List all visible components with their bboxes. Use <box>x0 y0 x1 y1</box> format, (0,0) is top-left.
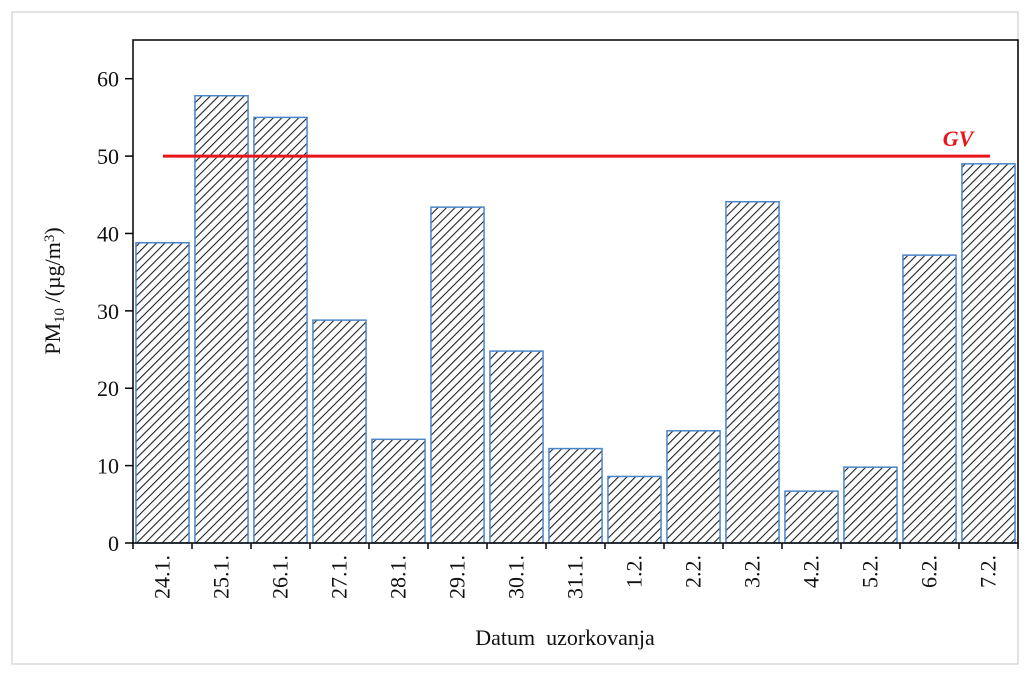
x-tick-label: 6.2. <box>917 555 942 588</box>
x-tick-label: 4.2. <box>799 555 824 588</box>
y-tick-label: 10 <box>97 454 119 479</box>
bar <box>371 438 426 544</box>
y-axis-label-part: /(µg/m <box>40 242 65 308</box>
reference-label: GV <box>943 126 976 151</box>
bar <box>253 116 308 544</box>
y-axis-label-part: ) <box>40 227 65 234</box>
x-tick-label: 1.2. <box>622 555 647 588</box>
x-tick-label: 28.1. <box>386 555 411 599</box>
x-tick-label: 2.2. <box>681 555 706 588</box>
bar <box>843 466 898 544</box>
bar <box>725 200 780 544</box>
bar <box>666 430 721 544</box>
x-tick-label: 26.1. <box>268 555 293 599</box>
bar <box>961 163 1016 544</box>
x-tick-label: 7.2. <box>976 555 1001 588</box>
y-axis-label: PM10 /(µg/m3) <box>40 227 68 354</box>
x-tick-label: 3.2. <box>740 555 765 588</box>
y-tick-label: 60 <box>97 67 119 92</box>
bar <box>902 254 957 544</box>
x-tick-label: 30.1. <box>504 555 529 599</box>
y-axis-label-part: 3 <box>42 235 58 243</box>
bar <box>312 319 367 544</box>
bar <box>548 447 603 544</box>
y-tick-label: 30 <box>97 299 119 324</box>
x-tick-label: 24.1. <box>150 555 175 599</box>
plot-frame <box>132 39 1019 544</box>
y-axis-label-part: 10 <box>52 308 68 323</box>
y-tick-label: 40 <box>97 221 119 246</box>
bar <box>489 350 544 544</box>
bar <box>784 490 839 544</box>
x-tick-label: 27.1. <box>327 555 352 599</box>
x-axis-label: Datum uzorkovanja <box>475 625 655 650</box>
bar <box>430 206 485 544</box>
bar <box>194 94 249 544</box>
bar <box>135 241 190 544</box>
y-tick-label: 20 <box>97 376 119 401</box>
y-tick-label: 50 <box>97 144 119 169</box>
y-axis-label-part: PM <box>40 323 65 355</box>
bar <box>607 475 662 544</box>
x-tick-label: 29.1. <box>445 555 470 599</box>
x-tick-label: 5.2. <box>858 555 883 588</box>
x-tick-label: 25.1. <box>209 555 234 599</box>
x-tick-label: 31.1. <box>563 555 588 599</box>
y-tick-label: 0 <box>108 531 119 556</box>
